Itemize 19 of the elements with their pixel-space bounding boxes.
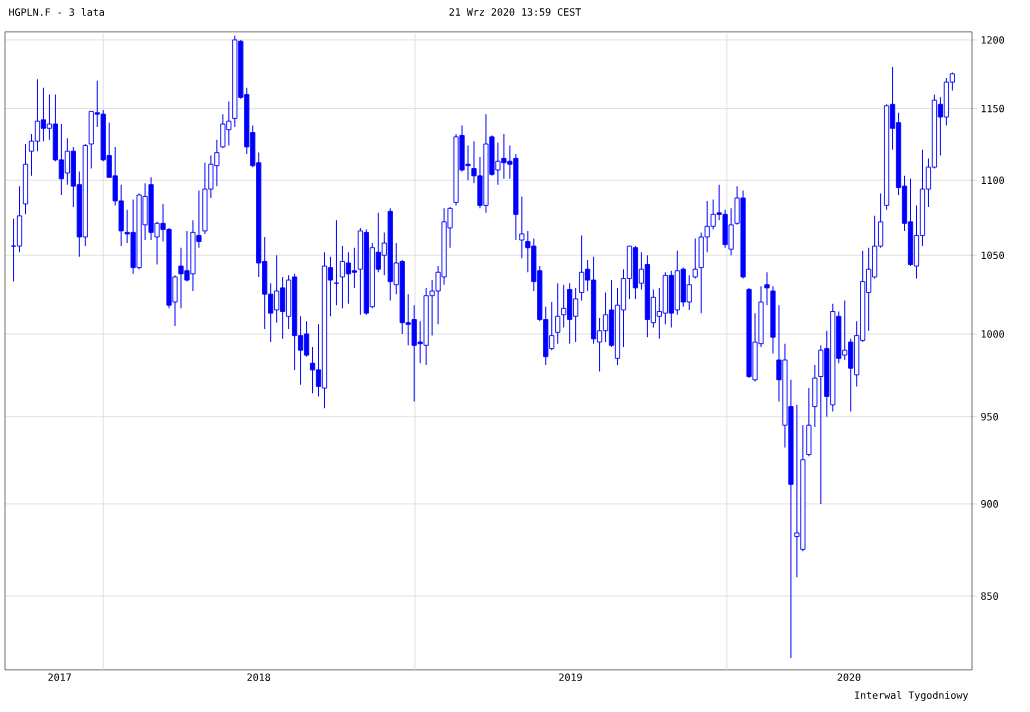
x-tick-label: 2017 [48, 673, 71, 681]
y-tick-label: 1000 [981, 330, 1004, 338]
y-tick-label: 950 [981, 412, 998, 421]
x-tick-label: 2019 [559, 673, 582, 681]
chart-title: HGPLN.F - 3 lata [9, 8, 105, 16]
y-tick-label: 1050 [981, 251, 1004, 260]
y-tick-label: 1150 [981, 104, 1004, 113]
y-tick-label: 850 [981, 592, 998, 600]
text: Interwal Tygodniowy [855, 691, 969, 701]
candlestick [555, 282, 561, 345]
y-tick-label: 1100 [981, 176, 1004, 185]
y-tick-label: 900 [981, 500, 998, 508]
y-tick-label: 1200 [981, 36, 1004, 44]
chart-subtitle: 21 Wrz 2020 13:59 CEST [449, 8, 581, 16]
x-tick-label: 2018 [247, 673, 271, 681]
candlestick [764, 271, 770, 306]
candlestick [519, 195, 525, 259]
candlestick [692, 237, 698, 279]
x-tick-label: 2020 [837, 673, 861, 681]
